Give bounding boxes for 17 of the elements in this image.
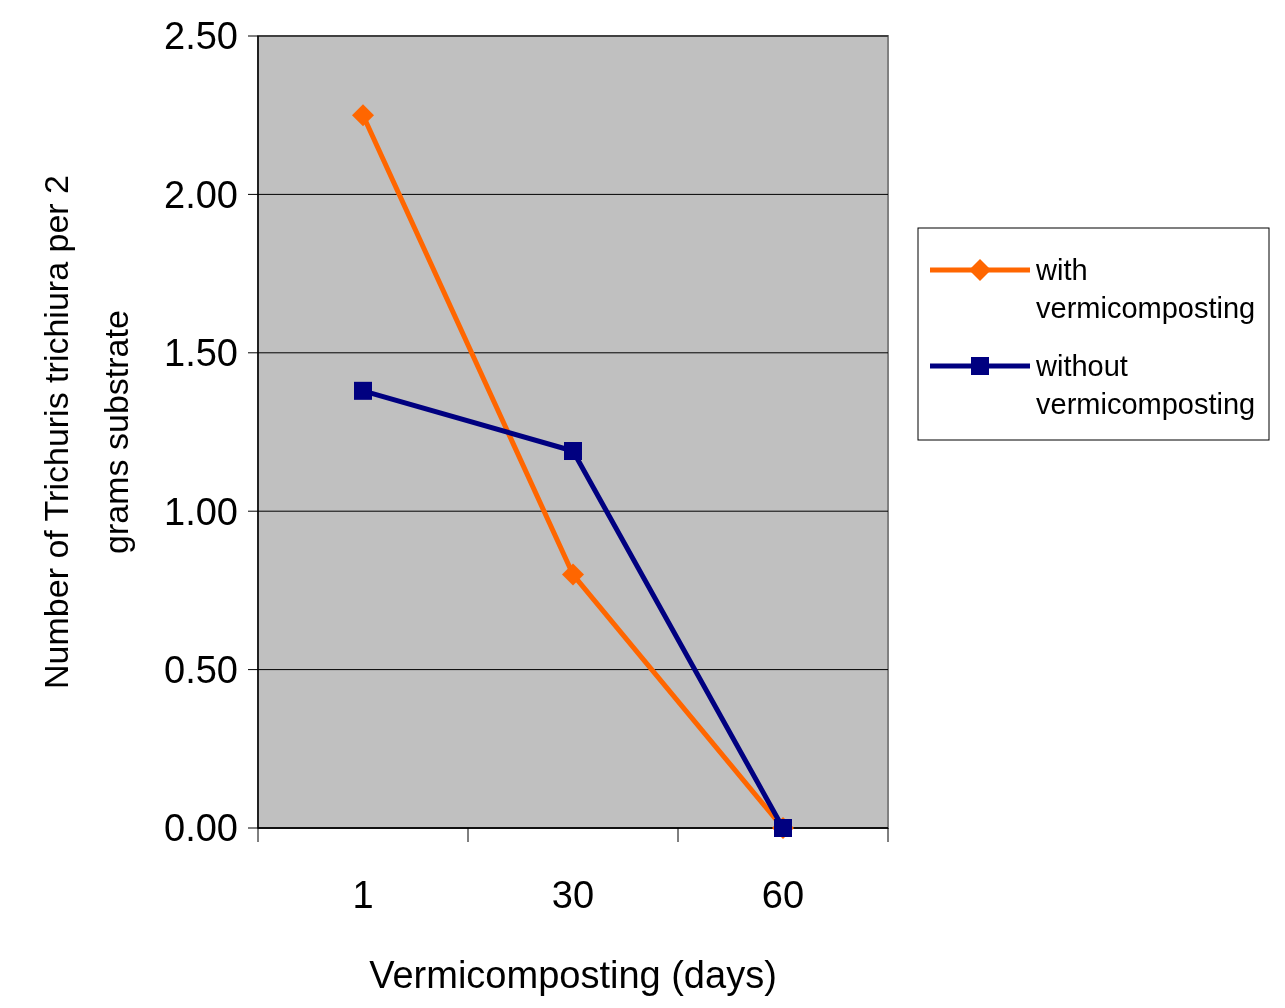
- point: [354, 381, 372, 400]
- point: [562, 563, 584, 586]
- y-tick-label: 2.50: [164, 15, 238, 58]
- y-tick-label: 1.00: [164, 490, 238, 533]
- x-tick-label: 60: [761, 874, 805, 916]
- point: [564, 442, 582, 461]
- y-tick-label: 0.00: [164, 807, 238, 850]
- y-axis-title: Number of Trichuris trichiura per 2 grams substrate: [37, 175, 135, 689]
- y-tick-label: 1.50: [164, 332, 238, 375]
- y-tick-label: 0.50: [164, 648, 238, 691]
- x-tick-label: 30: [551, 874, 595, 916]
- point: [352, 104, 374, 127]
- x-tick-label: 1: [352, 874, 374, 916]
- x-axis-title: Vermicomposting (days): [369, 954, 777, 996]
- legend-label: with vermicomposting: [1035, 254, 1256, 324]
- legend-label: without vermicomposting: [1035, 350, 1256, 420]
- y-tick-label: 2.00: [164, 173, 238, 216]
